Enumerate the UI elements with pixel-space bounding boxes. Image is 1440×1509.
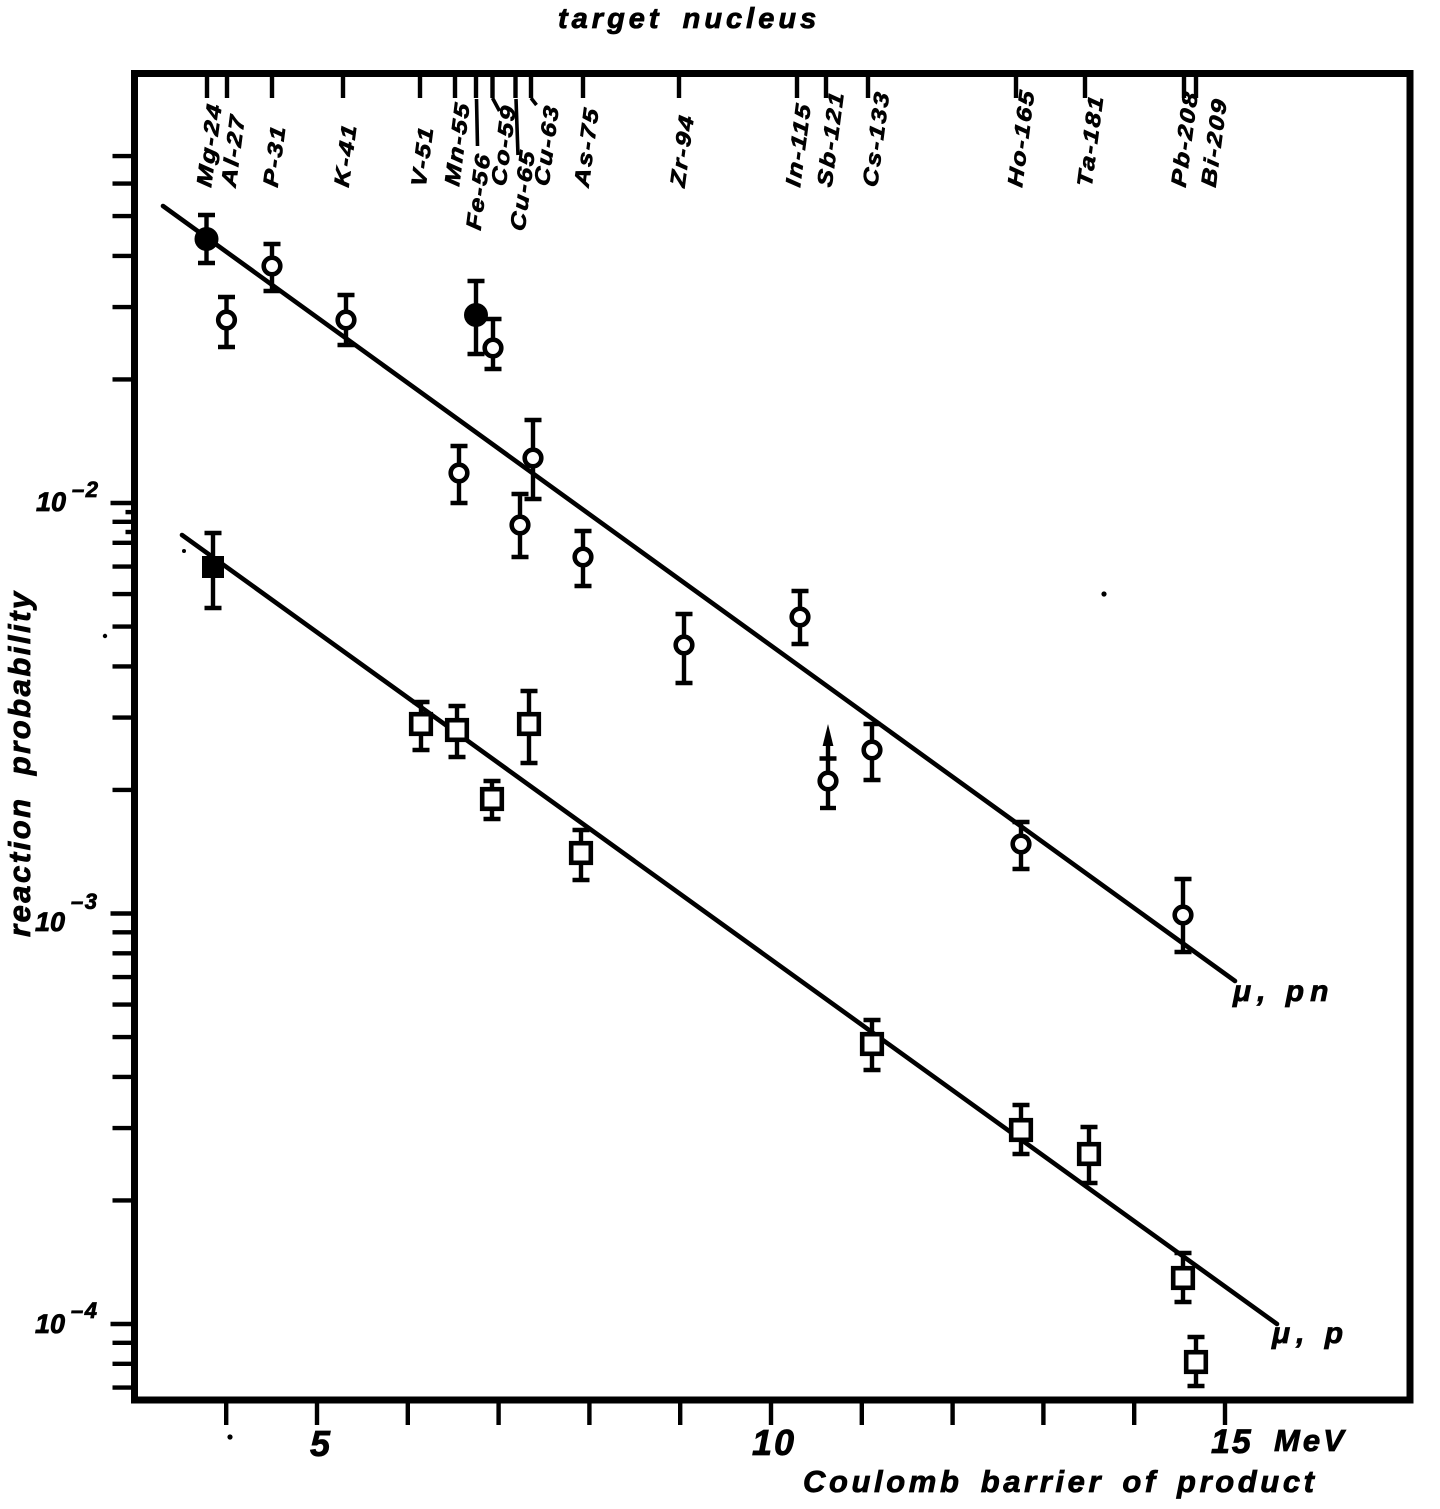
svg-text:10: 10 xyxy=(35,1309,65,1339)
svg-text:–2: –2 xyxy=(72,477,99,502)
svg-text:15: 15 xyxy=(1211,1423,1253,1461)
svg-text:–4: –4 xyxy=(71,1298,98,1323)
svg-text:5: 5 xyxy=(310,1423,331,1464)
svg-text:μ, p: μ, p xyxy=(1271,1317,1349,1350)
svg-text:Coulomb barrier of product: Coulomb barrier of product xyxy=(803,1464,1318,1499)
svg-text:target nucleus: target nucleus xyxy=(558,3,820,35)
svg-text:10: 10 xyxy=(36,487,66,517)
svg-text:μ, pn: μ, pn xyxy=(1232,975,1334,1008)
svg-text:10: 10 xyxy=(35,907,65,937)
svg-text:–3: –3 xyxy=(71,889,98,914)
svg-text:MeV: MeV xyxy=(1274,1423,1347,1458)
svg-text:reaction probability: reaction probability xyxy=(2,589,37,937)
svg-text:10: 10 xyxy=(752,1422,796,1463)
